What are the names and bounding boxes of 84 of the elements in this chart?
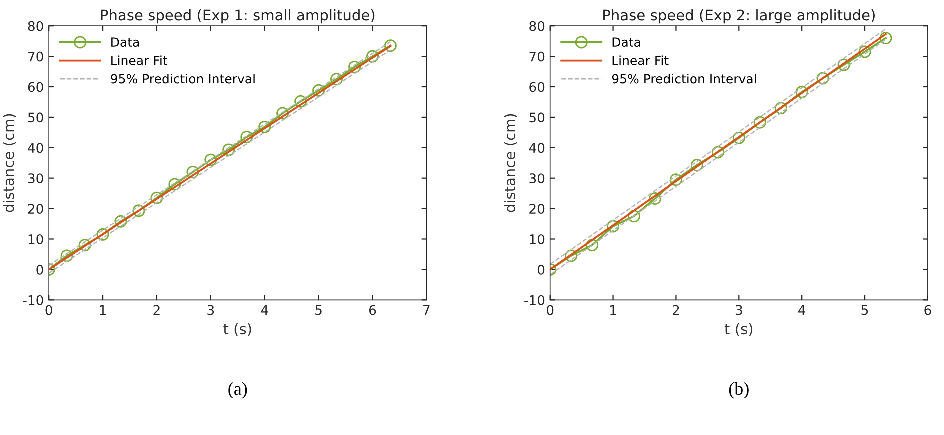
point — [732, 132, 746, 144]
x-tick-label: 3 — [208, 305, 214, 316]
legend-label: Linear Fit — [112, 56, 168, 66]
point — [754, 116, 766, 129]
point — [348, 60, 362, 74]
point — [204, 154, 218, 166]
x-tick-label: 5 — [862, 305, 868, 316]
point — [366, 50, 379, 63]
point — [838, 58, 850, 72]
point — [774, 102, 788, 115]
y-tick-label: 0 — [538, 264, 545, 275]
y-tick-label: 50 — [28, 112, 44, 123]
point — [114, 215, 128, 228]
point — [586, 239, 599, 252]
point — [96, 228, 110, 241]
x-tick-label: 3 — [736, 305, 742, 316]
point — [384, 40, 397, 52]
x-axis-title: t (s) — [224, 323, 252, 336]
y-tick-label: 50 — [530, 112, 545, 123]
x-tick-label: 2 — [154, 305, 160, 316]
y-tick-label: 70 — [530, 52, 545, 62]
point — [712, 146, 724, 159]
legend-label: Data — [612, 38, 640, 48]
point — [607, 220, 620, 233]
point — [168, 178, 182, 191]
point — [240, 130, 254, 144]
legend-label: Data — [112, 38, 140, 48]
point — [880, 32, 892, 45]
point — [649, 192, 662, 205]
point — [150, 192, 164, 204]
x-tick-label: 7 — [424, 305, 430, 316]
x-tick-label: 5 — [316, 305, 322, 316]
point — [276, 107, 290, 120]
x-tick-label: 0 — [46, 305, 52, 316]
point — [294, 95, 308, 108]
legend-label: 95% Prediction Interval — [111, 74, 255, 84]
point — [258, 120, 272, 134]
point — [78, 239, 92, 252]
y-axis-title: distance (cm) — [3, 114, 16, 212]
y-tick-label: 0 — [36, 264, 44, 275]
point — [132, 204, 146, 218]
y-tick-label: 60 — [28, 82, 44, 92]
point — [858, 46, 872, 58]
point — [60, 250, 74, 262]
x-tick-label: 0 — [547, 305, 554, 316]
x-tick-label: 4 — [261, 305, 268, 316]
point — [690, 159, 704, 172]
x-tick-label: 1 — [610, 305, 616, 316]
point — [670, 174, 682, 186]
point — [816, 72, 830, 85]
y-tick-label: 40 — [529, 143, 545, 154]
y-tick-label: -10 — [23, 295, 44, 306]
y-tick-label: 30 — [28, 174, 44, 184]
chart-title: Phase speed (Exp 1: small amplitude) — [101, 9, 375, 24]
point — [628, 210, 640, 223]
y-tick-label: 80 — [28, 21, 44, 32]
y-tick-label: 20 — [530, 204, 545, 214]
y-tick-label: 60 — [530, 82, 545, 92]
x-tick-label: 6 — [369, 305, 376, 316]
text: (b) — [729, 382, 749, 399]
y-tick-label: 20 — [28, 204, 44, 214]
point — [330, 73, 344, 86]
y-tick-label: 30 — [530, 174, 545, 184]
chart-title: Phase speed (Exp 2: large amplitude) — [604, 9, 875, 24]
y-tick-label: 40 — [28, 143, 44, 154]
x-axis-title: t (s) — [724, 323, 753, 336]
y-axis-title: distance (cm) — [504, 114, 518, 212]
y-tick-label: 10 — [28, 234, 44, 244]
point — [796, 86, 808, 98]
y-tick-label: 70 — [28, 52, 44, 62]
point — [186, 166, 200, 179]
y-tick-label: 10 — [530, 234, 545, 244]
point — [222, 144, 236, 156]
point — [565, 250, 578, 262]
x-tick-label: 1 — [100, 305, 106, 316]
x-tick-label: 2 — [672, 305, 680, 316]
text: (a) — [228, 382, 248, 399]
x-tick-label: 4 — [798, 305, 806, 316]
y-tick-label: 80 — [530, 21, 545, 32]
legend-label: Linear Fit — [612, 56, 669, 66]
x-tick-label: 6 — [924, 305, 932, 316]
y-tick-label: -10 — [524, 295, 545, 306]
legend-label: 95% Prediction Interval — [612, 74, 756, 84]
point — [312, 84, 326, 97]
